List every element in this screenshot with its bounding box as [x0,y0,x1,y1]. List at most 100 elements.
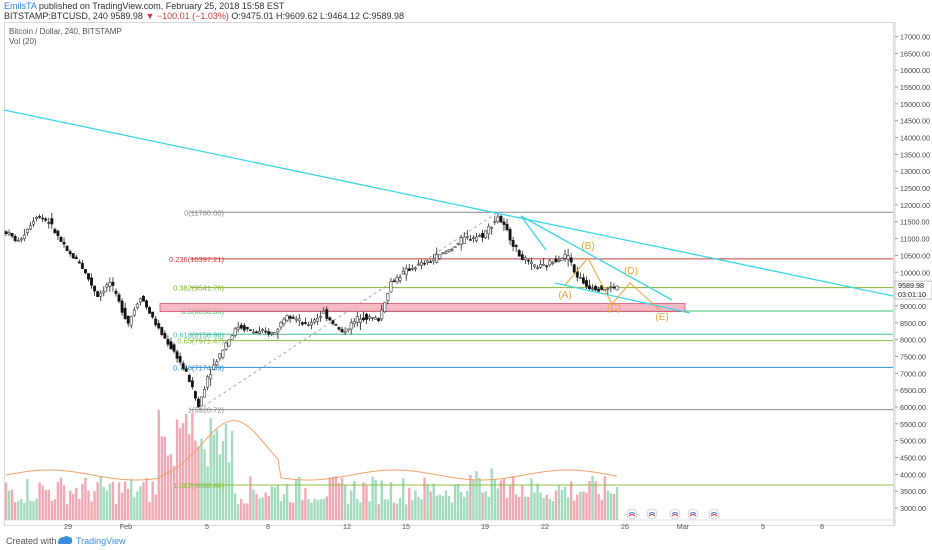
wedge-lower-trendline[interactable] [554,282,691,314]
candle-body [609,286,613,288]
candle-body [456,243,460,245]
candle-body [386,293,390,301]
fib-level-label: 0.786(7174.59) [173,363,224,372]
volume-bar [325,496,328,520]
candle-body [423,262,426,265]
volume-bar [224,423,228,520]
volume-bar [414,490,417,520]
fib-level-label: 1.382(3682.48) [173,481,224,490]
candle-body [129,316,133,326]
volume-bar [209,417,212,520]
candle-body [77,261,81,264]
wedge-upper-trendline[interactable] [520,215,673,301]
publish-line: EmilsTA published on TradingView.com, Fe… [4,1,284,11]
tradingview-logo-icon [58,536,73,544]
candle-body [349,322,353,330]
fib-level-label: 0.618(8158.96) [173,330,224,339]
y-axis-tick-label: 10000.00 [900,268,930,277]
candle-body [239,324,243,329]
volume-bar [32,501,35,520]
y-axis-tick-label: 15500.00 [900,83,930,92]
candle-body [438,254,442,259]
volume-bar [346,503,350,520]
candle-body [340,328,344,333]
x-axis-tick-label: 15 [402,522,410,531]
candle-body [481,232,485,238]
candle-body [426,260,430,263]
candle-body [252,331,255,334]
x-axis-tick-label: 5 [761,522,765,531]
volume-bar [301,499,304,520]
volume-bar [99,476,102,520]
candle-body [490,226,494,229]
y-axis-tick-label: 11000.00 [900,235,929,244]
volume-bar [365,485,368,520]
long-term-trendline[interactable] [3,109,894,297]
volume-bar [188,434,191,520]
x-axis-tick-label: 5 [205,522,209,531]
volume-bar [478,477,481,520]
candle-body [365,313,368,320]
volume-bar [536,483,539,520]
support-zone-rect[interactable] [159,303,686,313]
candle-body [450,248,454,251]
volume-indicator-label: Vol (20) [9,37,37,46]
candle-body [233,328,237,336]
volume-bar [295,479,298,520]
volume-bar [340,478,344,520]
volume-bar [230,431,234,520]
candle-body [398,277,402,281]
volume-bar [542,497,545,520]
candle-body [230,335,234,340]
y-axis-tick-label: 7500.00 [900,352,926,361]
candle-body [545,265,549,268]
candle-body [319,316,323,318]
volume-bar [72,493,75,520]
volume-bar [20,499,23,520]
candle-body [276,329,280,333]
volume-bar [120,492,124,520]
candle-body [313,319,317,323]
volume-bar [438,494,442,520]
candle-body [520,254,524,261]
author-link[interactable]: EmilsTA [4,1,37,11]
tradingview-brand-text[interactable]: TradingView [76,536,126,546]
candle-body [453,246,457,248]
volume-bar [380,480,383,520]
volume-bar [291,502,295,520]
volume-bar [151,481,154,520]
candle-body [404,268,408,276]
candle-body [108,282,112,287]
volume-bar [84,477,87,520]
volume-bar [81,484,84,520]
candle-body [218,353,222,359]
wedge-connector-line[interactable] [520,215,547,251]
candle-body [432,258,436,262]
wave-abcde-path[interactable] [564,257,661,311]
volume-bar [7,490,11,520]
candle-body [111,281,115,286]
volume-bar [50,500,54,520]
volume-bar [282,494,286,520]
y-axis-tick-label: 9000.00 [900,302,926,311]
candle-body [539,264,543,268]
candle-body [50,218,54,225]
volume-bar [258,498,261,520]
volume-bar [331,477,335,520]
volume-bar [521,485,524,520]
earnings-flag-stripe [648,514,656,517]
volume-bar [75,487,78,520]
y-axis-tick-label: 13500.00 [900,150,930,159]
candle-body [56,230,60,237]
volume-bar [35,498,38,520]
volume-bar [350,490,353,520]
volume-bar [490,468,493,520]
candle-body [395,277,399,283]
candle-body [542,264,546,266]
candle-body [300,322,304,325]
volume-bar [47,489,50,520]
candle-body [221,349,225,358]
x-axis-tick-label: 19 [481,522,489,531]
volume-bar [576,494,579,520]
